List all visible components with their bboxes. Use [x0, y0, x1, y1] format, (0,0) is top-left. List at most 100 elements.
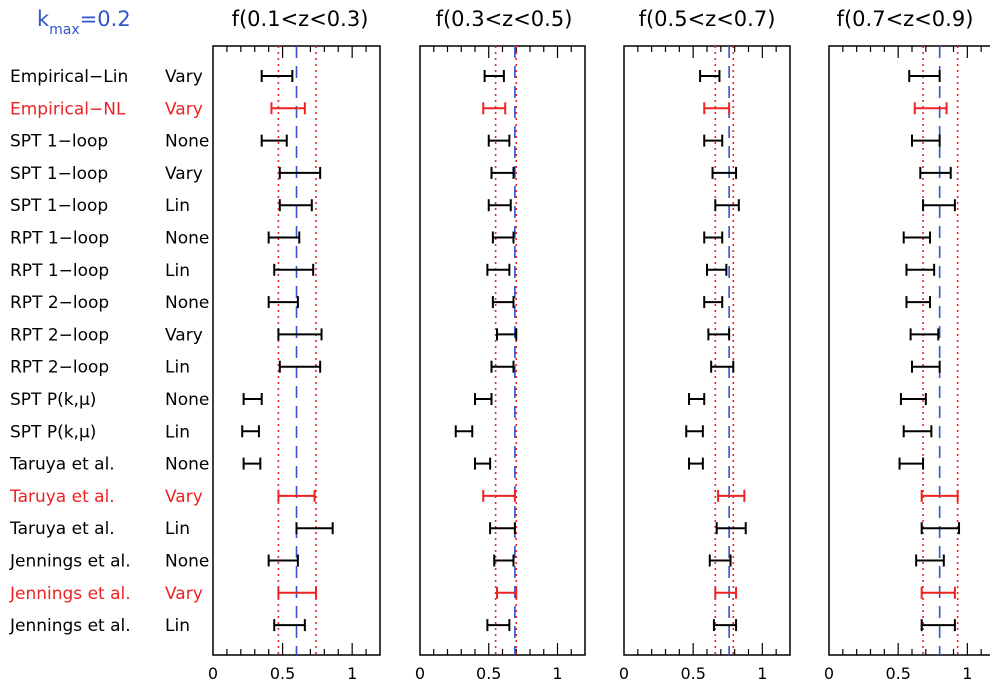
row-label-model: Taruya et al.	[9, 487, 115, 507]
error-bar	[493, 554, 515, 567]
row-label-model: Taruya et al.	[9, 519, 115, 539]
row-label-model: SPT P(k,μ)	[10, 422, 96, 442]
error-bar	[703, 296, 724, 309]
row-label-variant: None	[165, 455, 209, 475]
x-tick-label: 0.5	[885, 664, 910, 683]
error-bar	[703, 102, 731, 115]
x-tick-label: 1	[757, 664, 767, 683]
row-label-variant: Vary	[165, 164, 203, 184]
panel-title: f(0.3<z<0.5)	[436, 7, 573, 31]
error-bar	[482, 102, 507, 115]
error-bar	[267, 231, 301, 244]
panel-title: f(0.5<z<0.7)	[639, 7, 776, 31]
panel: f(0.3<z<0.5) 0 0.5 1	[415, 7, 586, 683]
error-bar	[711, 166, 738, 179]
error-bar	[487, 199, 512, 212]
kmax-symbol: k	[37, 7, 50, 31]
row-label-model: Jennings et al.	[9, 584, 131, 604]
panel-frame	[419, 45, 586, 656]
row-label-variant: Lin	[165, 616, 190, 636]
error-bar	[920, 586, 956, 599]
row-label-variant: Lin	[165, 422, 190, 442]
error-bar	[278, 166, 322, 179]
x-tick-label: 0.5	[270, 664, 295, 683]
row-label-variant: Vary	[165, 325, 203, 345]
error-bar	[708, 554, 732, 567]
row-labels: Empirical−Lin Vary Empirical−NL Vary SPT 1−l…	[9, 67, 209, 636]
row-label-model: Taruya et al.	[9, 455, 115, 475]
error-bar	[920, 522, 961, 535]
row-label-model: Empirical−NL	[10, 99, 126, 119]
row-label-model: Empirical−Lin	[10, 67, 128, 87]
error-bar	[273, 619, 306, 632]
error-bar	[277, 586, 317, 599]
row-label-model: Jennings et al.	[9, 552, 131, 572]
error-bar	[278, 199, 313, 212]
error-bar	[908, 70, 941, 82]
error-bar	[717, 489, 746, 502]
x-tick-label: 0	[619, 664, 629, 683]
panel-title: f(0.7<z<0.9)	[837, 7, 974, 31]
error-bar	[714, 199, 740, 212]
error-bar	[260, 70, 294, 82]
error-bar	[703, 134, 724, 147]
kmax-value: =0.2	[80, 7, 131, 31]
error-bar	[491, 231, 515, 244]
error-bar	[267, 296, 299, 309]
error-bar	[902, 231, 931, 244]
row-label-model: Jennings et al.	[9, 616, 131, 636]
error-bar	[278, 360, 322, 373]
error-bar	[902, 425, 933, 438]
panel: f(0.7<z<0.9) 0 0.5 1	[824, 7, 990, 683]
error-bar	[922, 199, 956, 212]
error-bar	[905, 296, 931, 309]
row-label-variant: Lin	[165, 261, 190, 281]
error-bar	[714, 586, 738, 599]
row-label-variant: Lin	[165, 519, 190, 539]
row-label-model: RPT 1−loop	[10, 229, 109, 249]
row-label-variant: None	[165, 293, 209, 313]
error-bar	[899, 393, 927, 405]
row-label-variant: None	[165, 552, 209, 572]
error-bar	[242, 393, 263, 405]
error-bar	[260, 134, 288, 147]
error-bar	[242, 457, 262, 470]
panel-frame	[623, 45, 791, 656]
error-bar	[920, 489, 959, 502]
error-bar	[491, 296, 515, 309]
error-bar	[487, 134, 511, 147]
error-bar	[454, 425, 474, 438]
row-label-model: RPT 2−loop	[10, 325, 109, 345]
row-label-model: SPT P(k,μ)	[10, 390, 96, 410]
panels: f(0.1<z<0.3)0 0.5 1f(0.3<z<0.5)0 0.5 1f(0.5<…	[208, 7, 990, 683]
row-label-variant: Lin	[165, 358, 190, 378]
x-tick-label: 1	[552, 664, 562, 683]
x-tick-label: 0.5	[476, 664, 501, 683]
row-label-variant: Vary	[165, 584, 203, 604]
kmax-subscript: max	[49, 22, 80, 38]
error-bar	[496, 586, 518, 599]
error-bar	[483, 70, 505, 82]
row-label-variant: Vary	[165, 487, 203, 507]
error-bar	[915, 554, 945, 567]
error-bar	[688, 457, 704, 470]
row-label-variant: Lin	[165, 196, 190, 216]
row-label-model: SPT 1−loop	[10, 164, 108, 184]
error-bar	[710, 360, 735, 373]
error-bar	[898, 457, 925, 470]
error-bar	[474, 457, 492, 470]
row-label-model: RPT 1−loop	[10, 261, 109, 281]
error-bar	[905, 263, 936, 276]
error-bar	[919, 166, 952, 179]
x-tick-label: 0	[824, 664, 834, 683]
error-bar	[490, 360, 515, 373]
row-label-variant: Vary	[165, 67, 203, 87]
error-bar	[920, 619, 956, 632]
x-tick-label: 0.5	[680, 664, 705, 683]
error-bar	[267, 554, 299, 567]
error-bar	[241, 425, 260, 438]
kmax-label: kmax=0.2	[37, 7, 131, 38]
error-bar	[496, 328, 518, 341]
row-label-model: SPT 1−loop	[10, 196, 108, 216]
